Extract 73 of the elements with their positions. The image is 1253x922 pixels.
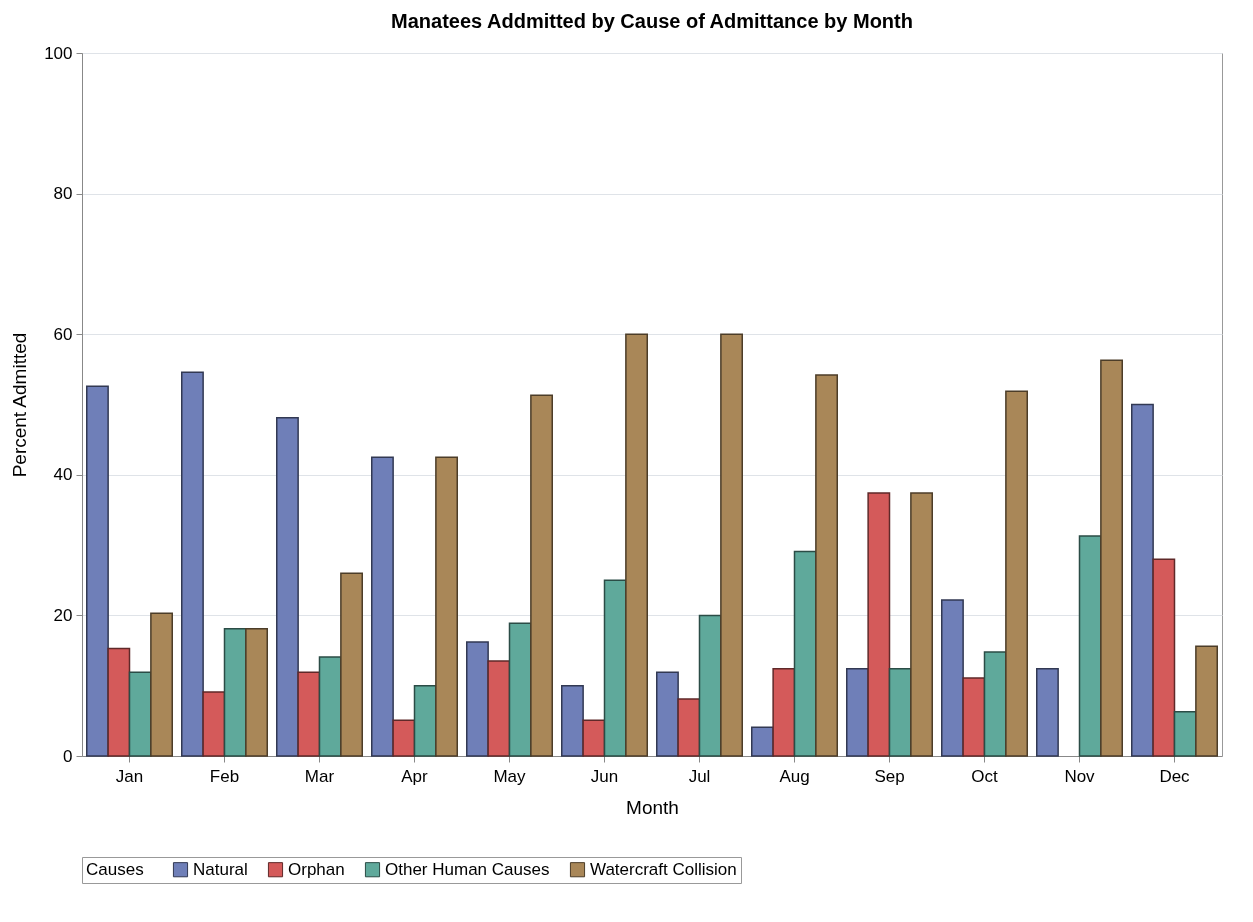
bar (698, 614, 722, 757)
bar (181, 371, 204, 757)
bar (625, 333, 648, 757)
bar (888, 668, 912, 757)
x-tick-label: Sep (874, 766, 905, 786)
x-axis-title: Month (626, 796, 679, 818)
bar (297, 671, 321, 757)
bar (466, 641, 489, 757)
legend-title: Causes (86, 860, 144, 879)
y-tick-label: 20 (53, 605, 73, 625)
bar (318, 656, 342, 757)
bar (1195, 645, 1218, 757)
bar (371, 456, 394, 757)
bar (392, 719, 416, 757)
bar (983, 651, 1007, 757)
bar (846, 668, 869, 757)
bar (530, 394, 553, 757)
x-tick-label: Nov (1064, 766, 1096, 786)
bar (1100, 359, 1123, 757)
bar (962, 677, 986, 757)
bar (941, 599, 964, 757)
y-tick-label: 80 (53, 184, 73, 204)
bar (1036, 668, 1059, 757)
bar (772, 668, 796, 757)
bar (245, 628, 268, 757)
legend-label: Natural (193, 859, 248, 879)
bar (276, 417, 299, 757)
bar (508, 622, 532, 757)
bar (677, 698, 701, 757)
x-tick-label: Mar (304, 766, 335, 786)
bar (815, 374, 838, 757)
x-tick-label: Feb (209, 766, 240, 786)
x-tick-label: Dec (1159, 766, 1191, 786)
bar (561, 684, 584, 757)
bar (86, 385, 109, 757)
x-tick-label: Jun (590, 766, 619, 786)
bar (1078, 535, 1102, 757)
y-tick-label: 100 (44, 43, 73, 63)
bar (1131, 403, 1154, 757)
bar (413, 684, 437, 757)
bar (1152, 558, 1176, 757)
bar (107, 647, 131, 757)
bar (720, 333, 743, 757)
x-tick-label: Aug (779, 766, 810, 786)
bar (656, 671, 679, 757)
x-tick-label: May (493, 766, 527, 786)
bar (150, 612, 173, 757)
y-tick-label: 60 (53, 324, 73, 344)
x-tick-label: Oct (971, 766, 998, 786)
bar (867, 492, 891, 757)
bar (435, 456, 458, 757)
bar (487, 660, 511, 757)
y-axis-title: Percent Admitted (9, 332, 31, 478)
bar (910, 492, 933, 757)
bar (202, 691, 226, 757)
bar (603, 579, 627, 757)
bar (751, 726, 774, 757)
legend-label: Orphan (288, 859, 345, 879)
legend-label: Other Human Causes (385, 859, 550, 879)
bar (793, 550, 817, 757)
y-tick-label: 0 (63, 746, 73, 766)
bar (1173, 710, 1197, 757)
legend-label: Watercraft Collision (590, 859, 737, 879)
bar (582, 719, 606, 757)
chart-title: Manatees Addmitted by Cause of Admittance by Month (391, 10, 913, 32)
bar (1005, 390, 1028, 757)
bar (340, 572, 363, 757)
x-tick-label: Apr (401, 766, 429, 786)
x-tick-label: Jan (115, 766, 144, 786)
bar (128, 671, 152, 757)
y-tick-label: 40 (53, 465, 73, 485)
bar (223, 628, 247, 757)
x-tick-label: Jul (688, 766, 711, 786)
